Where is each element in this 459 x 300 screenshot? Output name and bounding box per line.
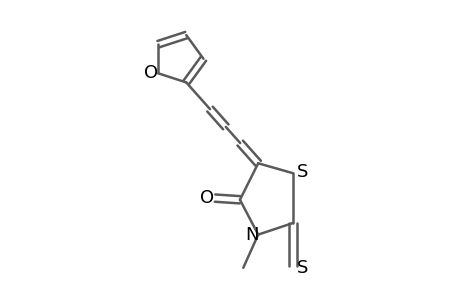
- Text: O: O: [199, 189, 213, 207]
- Text: O: O: [144, 64, 158, 82]
- Text: S: S: [297, 259, 308, 277]
- Text: S: S: [296, 163, 308, 181]
- Text: N: N: [244, 226, 258, 244]
